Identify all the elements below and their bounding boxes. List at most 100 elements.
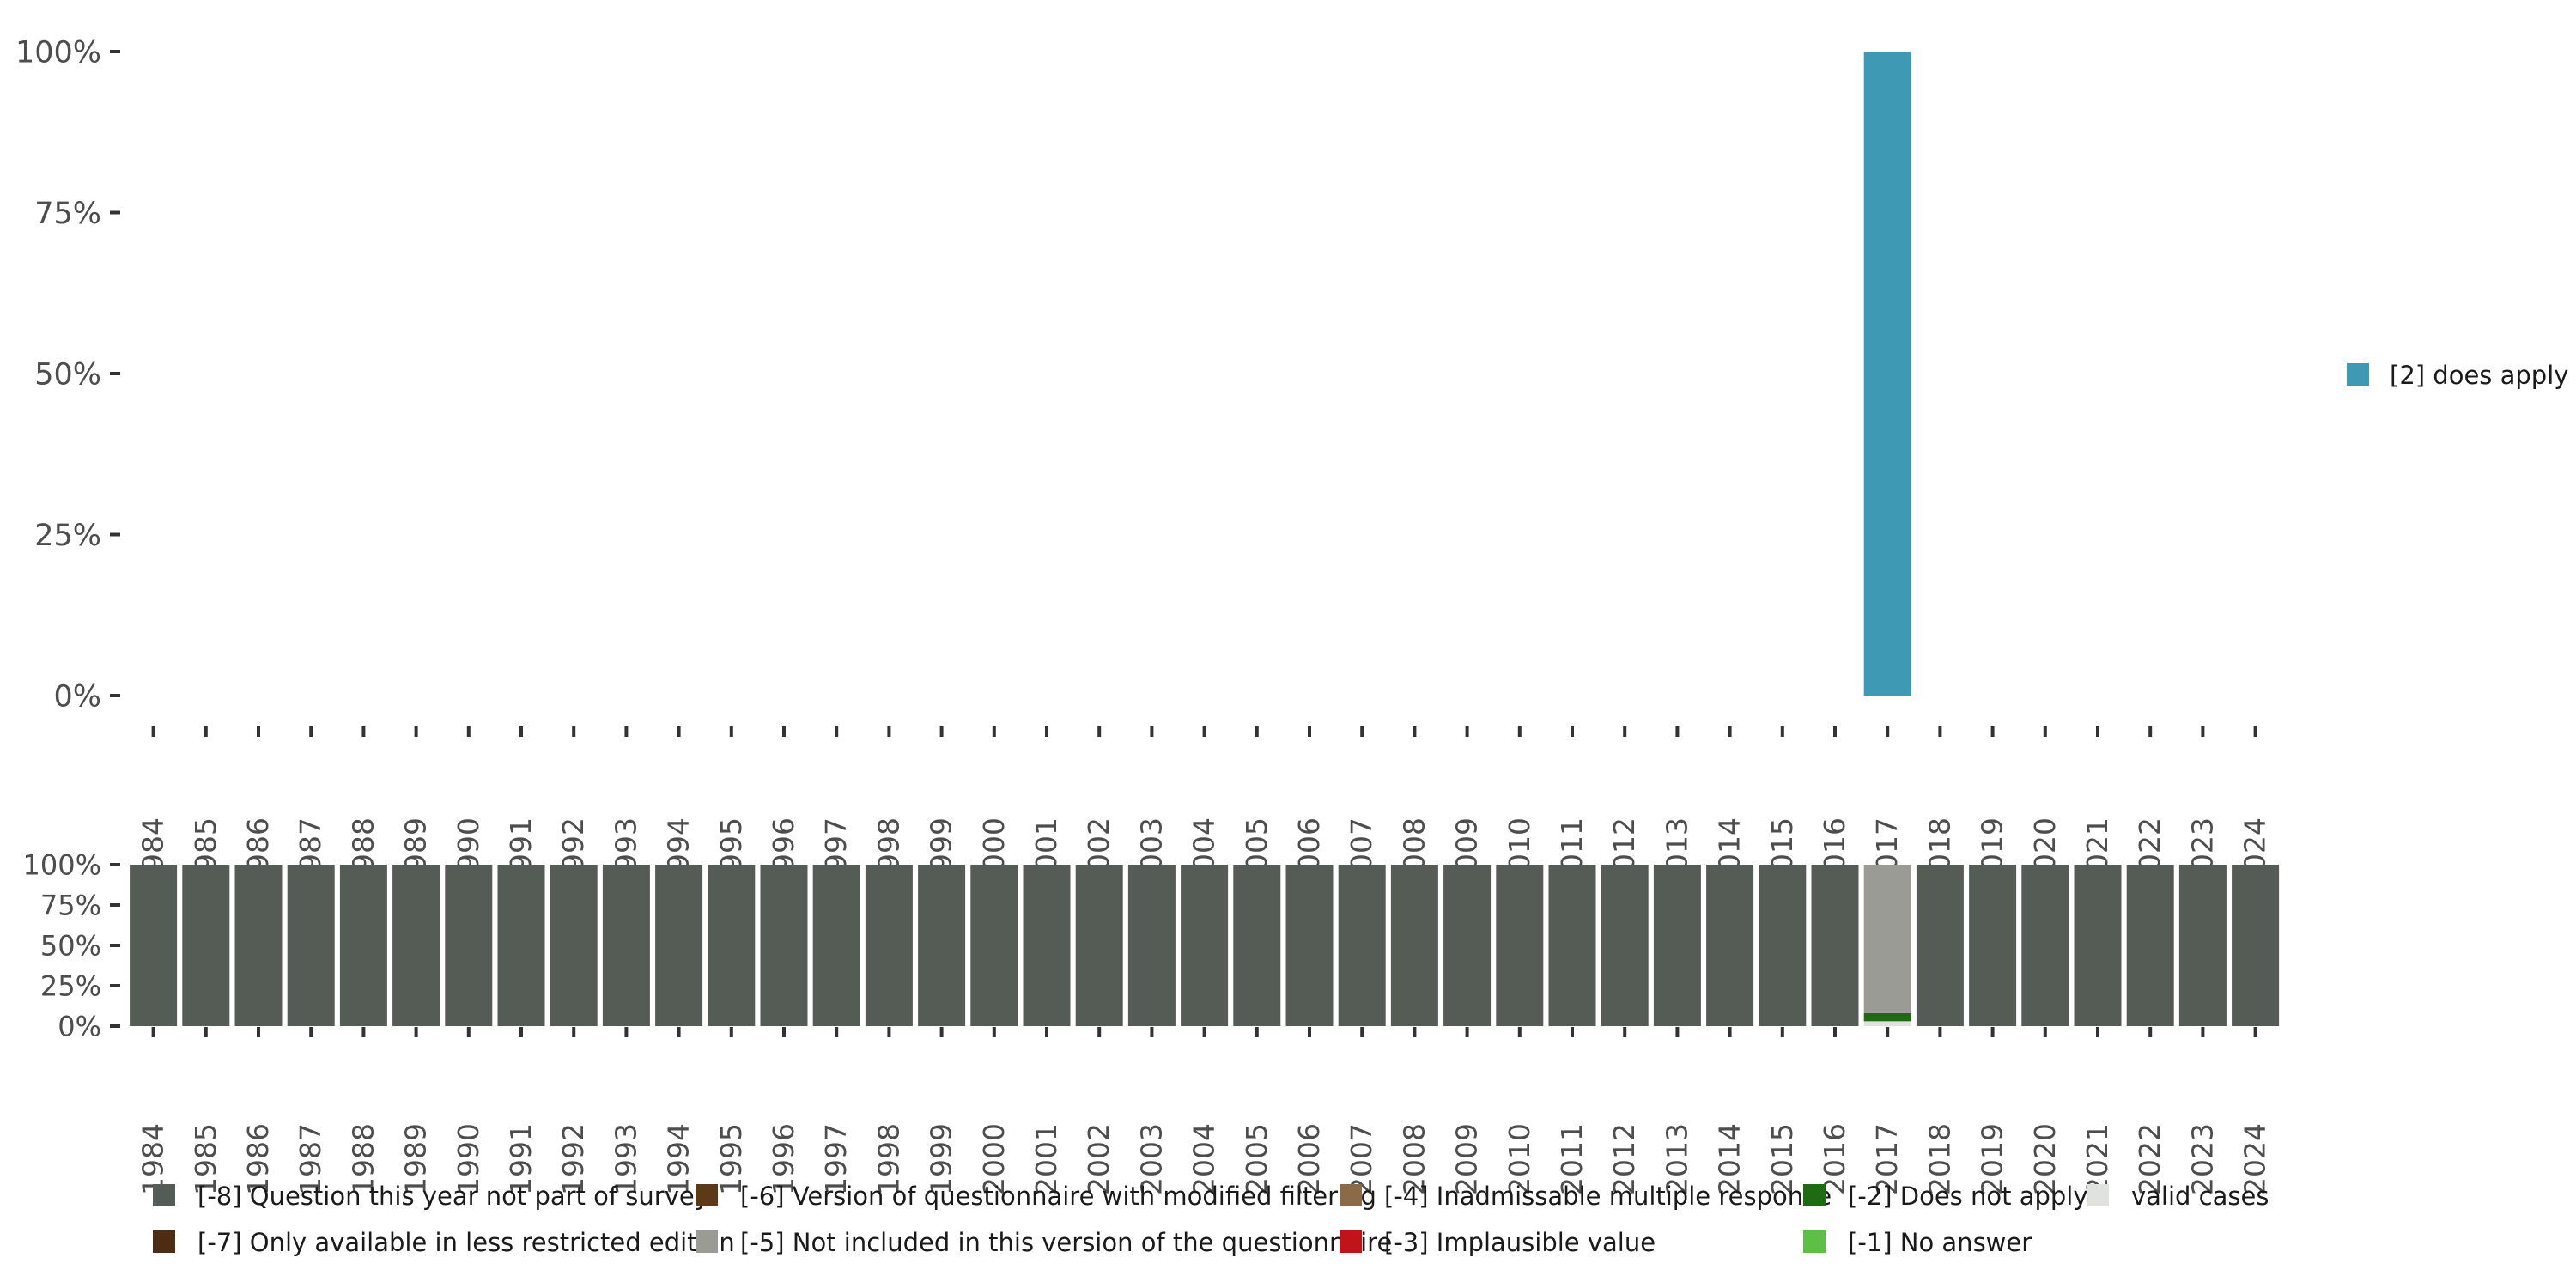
x-tick-label: 2017 bbox=[1870, 1123, 1904, 1195]
bar-segment bbox=[1233, 865, 1281, 1026]
bar-segment bbox=[1548, 865, 1596, 1026]
x-tick-label: 2002 bbox=[1082, 1123, 1115, 1195]
legend-swatch bbox=[1340, 1230, 1362, 1253]
bar-segment bbox=[2021, 865, 2069, 1026]
x-tick-label: 2007 bbox=[1345, 1123, 1378, 1195]
legend-swatch bbox=[2087, 1184, 2109, 1206]
x-tick-label: 2019 bbox=[1976, 1123, 2009, 1195]
x-tick-label: 2004 bbox=[1188, 1123, 1221, 1195]
bar-segment bbox=[918, 865, 966, 1026]
bar-segment bbox=[1811, 865, 1859, 1026]
bar-segment bbox=[1969, 865, 2017, 1026]
x-tick-label: 1986 bbox=[241, 1123, 275, 1195]
x-tick-label: 1984 bbox=[137, 1123, 170, 1195]
x-tick-label: 2000 bbox=[977, 1123, 1011, 1195]
bar-segment bbox=[1863, 52, 1911, 696]
bar-segment bbox=[1181, 865, 1229, 1026]
legend-label: [-1] No answer bbox=[1848, 1228, 2032, 1257]
bottom-chart: 0% 25% 50% 75% 100% 1984 1985 1986 1987 1988 1989 1… bbox=[23, 849, 2280, 1195]
legend-label: [-5] Not included in this version of the… bbox=[740, 1228, 1392, 1257]
x-tick-label: 1997 bbox=[819, 1123, 853, 1195]
top-legend: [2] does apply bbox=[2347, 361, 2568, 390]
x-tick-label: 2006 bbox=[1292, 1123, 1326, 1195]
x-tick-label: 1994 bbox=[662, 1123, 696, 1195]
bar-segment bbox=[1863, 865, 1911, 1013]
x-tick-label: 2008 bbox=[1397, 1123, 1431, 1195]
bar-segment bbox=[1863, 1012, 1911, 1022]
legend-swatch bbox=[1803, 1184, 1826, 1206]
bar-segment bbox=[234, 865, 283, 1026]
x-tick-label: 1995 bbox=[714, 1123, 748, 1195]
legend-label: [-3] Implausible value bbox=[1384, 1228, 1656, 1257]
bar-segment bbox=[1390, 865, 1438, 1026]
bar-segment bbox=[708, 865, 756, 1026]
x-tick-label: 1992 bbox=[556, 1123, 590, 1195]
x-tick-label: 2020 bbox=[2028, 1123, 2062, 1195]
legend-swatch bbox=[1340, 1184, 1362, 1206]
y-tick-label: 100% bbox=[23, 849, 101, 882]
bar-segment bbox=[1127, 865, 1176, 1026]
y-tick-label: 50% bbox=[40, 930, 101, 963]
bar-segment bbox=[1075, 865, 1123, 1026]
x-tick-label: 2013 bbox=[1660, 1123, 1693, 1195]
x-tick-label: 1999 bbox=[925, 1123, 958, 1195]
bar-segment bbox=[445, 865, 493, 1026]
x-tick-label: 2012 bbox=[1607, 1123, 1641, 1195]
bar-segment bbox=[1653, 865, 1701, 1026]
bar-segment bbox=[130, 865, 178, 1026]
bar-segment bbox=[1706, 865, 1754, 1026]
x-tick-label: 2001 bbox=[1030, 1123, 1063, 1195]
bar-segment bbox=[287, 865, 335, 1026]
bar-segment bbox=[602, 865, 650, 1026]
y-tick-label: 25% bbox=[40, 970, 101, 1003]
legend-label: [-8] Question this year not part of surv… bbox=[197, 1182, 709, 1211]
bar-segment bbox=[1338, 865, 1386, 1026]
y-tick-label: 100% bbox=[15, 36, 101, 70]
x-tick-label: 2023 bbox=[2185, 1123, 2219, 1195]
bar-segment bbox=[2074, 865, 2122, 1026]
bar-segment bbox=[1023, 865, 1071, 1026]
y-tick-label: 0% bbox=[53, 680, 101, 714]
x-tick-label: 2016 bbox=[1818, 1123, 1851, 1195]
legend-swatch bbox=[696, 1184, 718, 1206]
x-tick-label: 1989 bbox=[399, 1123, 433, 1195]
x-tick-label: 2005 bbox=[1240, 1123, 1273, 1195]
x-tick-label: 2015 bbox=[1765, 1123, 1799, 1195]
x-tick-label: 1987 bbox=[294, 1123, 327, 1195]
x-tick-label: 1990 bbox=[452, 1123, 485, 1195]
bar-segment bbox=[182, 865, 230, 1026]
legend-label: [-4] Inadmissable multiple response bbox=[1384, 1182, 1832, 1211]
y-tick-label: 75% bbox=[34, 197, 101, 231]
x-tick-label: 1998 bbox=[872, 1123, 905, 1195]
legend-label: [2] does apply bbox=[2390, 361, 2568, 390]
y-tick-label: 0% bbox=[58, 1011, 101, 1043]
x-tick-label: 1985 bbox=[189, 1123, 222, 1195]
x-tick-label: 2024 bbox=[2239, 1123, 2272, 1195]
x-tick-label: 1991 bbox=[504, 1123, 538, 1195]
bottom-legend: [-8] Question this year not part of surv… bbox=[153, 1182, 2269, 1257]
bar-segment bbox=[2126, 865, 2174, 1026]
x-tick-label: 2009 bbox=[1450, 1123, 1484, 1195]
x-tick-label: 1993 bbox=[609, 1123, 642, 1195]
legend-swatch bbox=[1803, 1230, 1826, 1253]
legend-swatch bbox=[153, 1184, 175, 1206]
x-tick-label: 2021 bbox=[2081, 1123, 2114, 1195]
bar-segment bbox=[2232, 865, 2280, 1026]
x-tick-label: 2018 bbox=[1923, 1123, 1956, 1195]
bar-segment bbox=[760, 865, 808, 1026]
bar-segment bbox=[392, 865, 440, 1026]
x-tick-label: 1996 bbox=[767, 1123, 800, 1195]
y-tick-label: 75% bbox=[40, 890, 101, 922]
bar-segment bbox=[1601, 865, 1649, 1026]
x-tick-label: 2011 bbox=[1555, 1123, 1589, 1195]
bar-segment bbox=[1863, 1021, 1911, 1026]
x-tick-label: 2003 bbox=[1134, 1123, 1168, 1195]
legend-swatch bbox=[696, 1230, 718, 1253]
top-chart: 0%25%50%75%100%1984 1985 1986 1987 1988 1989 1… bbox=[15, 36, 2272, 890]
y-tick-label: 25% bbox=[34, 519, 101, 553]
legend-label: [-7] Only available in less restricted e… bbox=[197, 1228, 735, 1257]
bar-segment bbox=[339, 865, 387, 1026]
x-tick-label: 2022 bbox=[2133, 1123, 2166, 1195]
bar-segment bbox=[1443, 865, 1492, 1026]
